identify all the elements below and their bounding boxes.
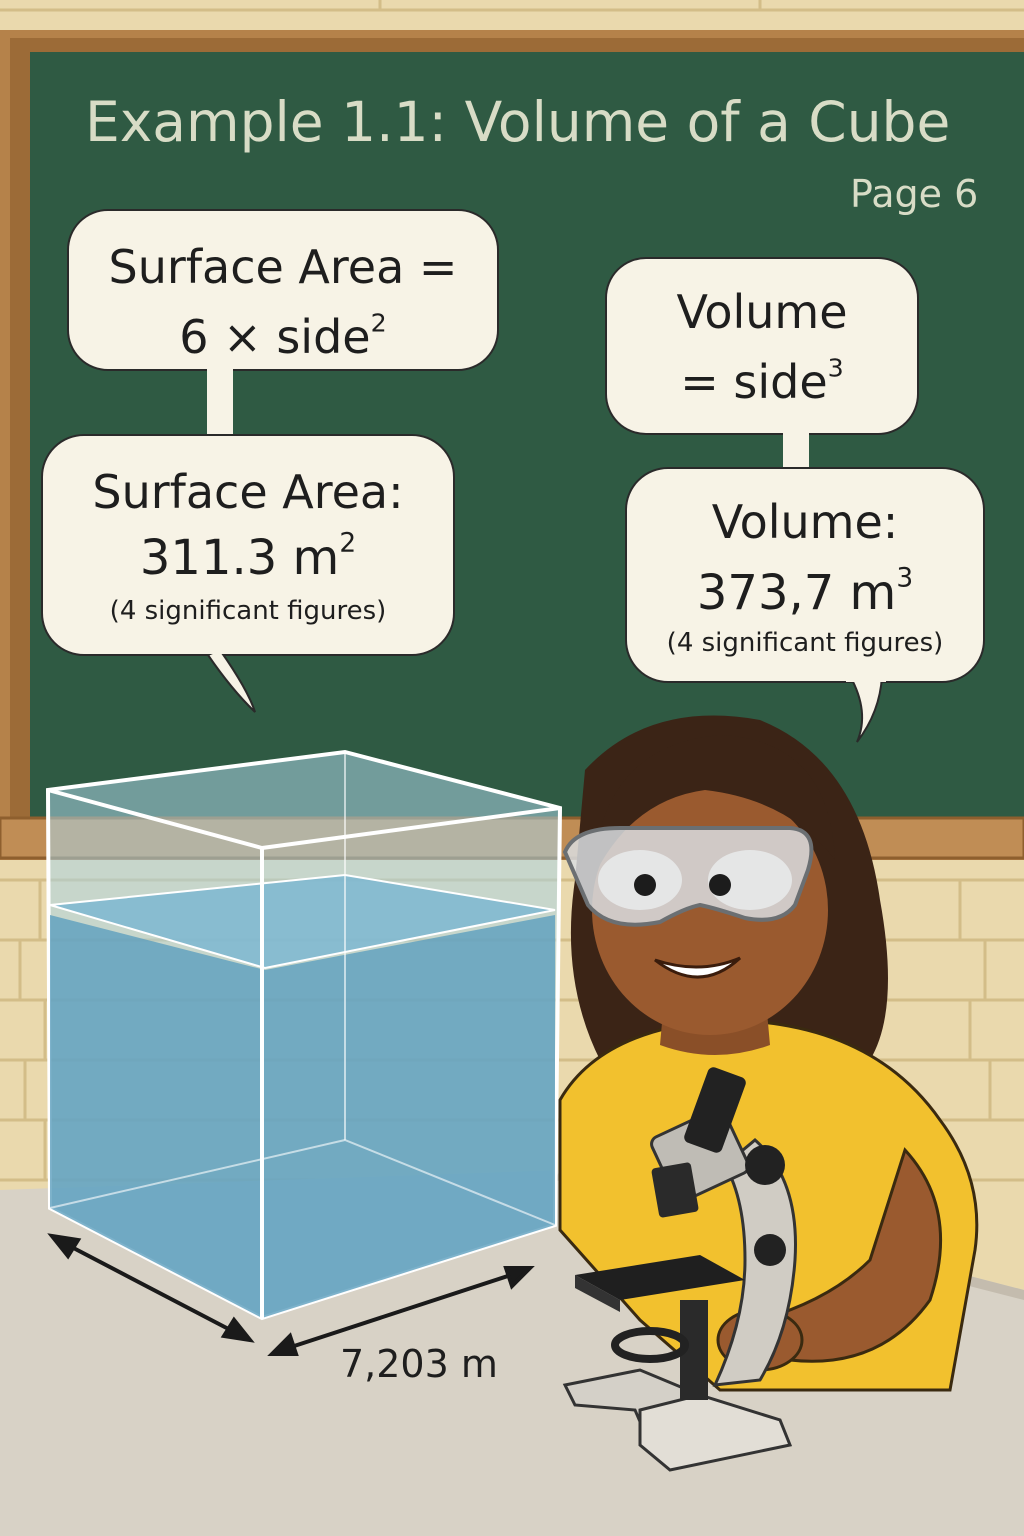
vol-formula-base: = side xyxy=(680,355,828,409)
water-tank xyxy=(45,749,563,1321)
water xyxy=(50,915,555,1318)
vol-result-base: 373,7 m xyxy=(696,565,897,621)
sa-result-note: (4 significant figures) xyxy=(109,596,387,626)
sa-formula-line2: 6 × side2 xyxy=(68,310,498,364)
page-number: Page 6 xyxy=(850,172,979,216)
sa-formula-line1: Surface Area = xyxy=(108,240,458,294)
vol-formula-line2: = side3 xyxy=(606,355,918,409)
vol-formula-line1: Volume xyxy=(676,285,848,339)
sa-result-exp: 2 xyxy=(339,527,357,559)
sa-result-value: 311.3 m2 xyxy=(42,530,454,586)
smile xyxy=(654,956,742,979)
bubble-sa-formula xyxy=(67,209,499,438)
vol-result-value: 373,7 m3 xyxy=(626,565,984,621)
sa-formula-exp: 2 xyxy=(370,308,387,338)
vol-result-exp: 3 xyxy=(896,562,914,594)
dimension-arrows xyxy=(47,1233,535,1356)
vol-formula-exp: 3 xyxy=(827,353,844,383)
vol-result-line1: Volume: xyxy=(711,495,899,549)
bubble-sa-result xyxy=(41,434,455,713)
microscope-icon xyxy=(562,1067,797,1472)
sa-result-base: 311.3 m xyxy=(139,530,340,586)
sa-formula-base: 6 × side xyxy=(179,310,371,364)
vol-result-note: (4 significant figures) xyxy=(666,628,944,658)
goggles xyxy=(562,826,814,927)
board-title: Example 1.1: Volume of a Cube xyxy=(85,90,951,154)
dimension-label: 7,203 m xyxy=(340,1342,498,1386)
sa-result-line1: Surface Area: xyxy=(92,465,404,519)
bubble-vol-result xyxy=(625,467,985,743)
